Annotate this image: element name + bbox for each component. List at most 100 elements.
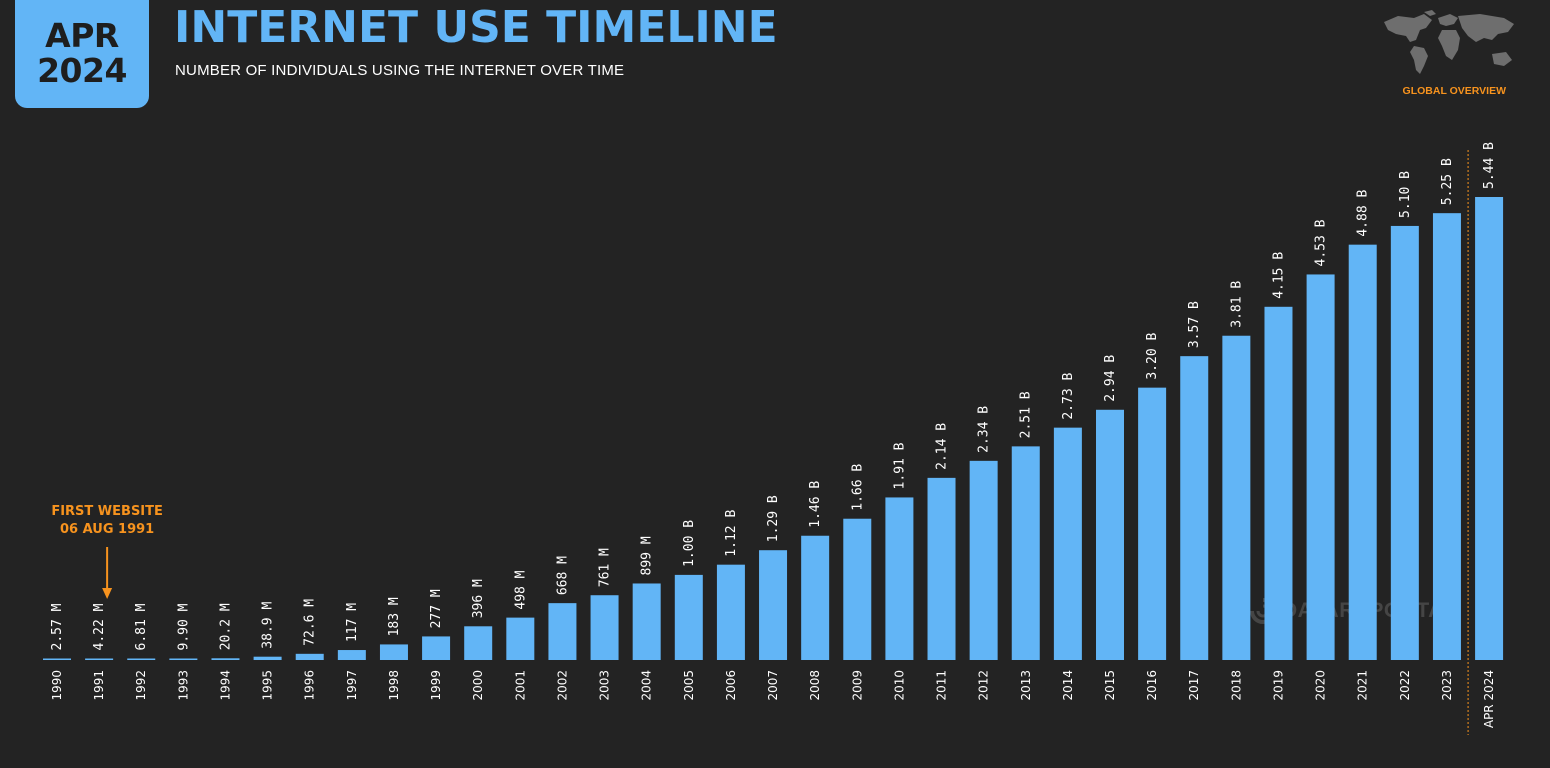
section-badge: GLOBAL OVERVIEW <box>1402 85 1506 97</box>
x-tick-label: 2010 <box>892 670 906 701</box>
x-tick-label: 2017 <box>1187 670 1201 701</box>
bar-value-label: 3.57 B <box>1187 301 1202 348</box>
bar-value-label: 4.53 B <box>1314 219 1329 266</box>
x-tick-label: 2011 <box>935 670 949 701</box>
bar-value-label: 668 M <box>555 556 570 595</box>
x-tick-label: 2020 <box>1314 670 1328 701</box>
bar-2014 <box>1053 427 1082 660</box>
x-tick-label: 1990 <box>50 670 64 701</box>
x-tick-label: 2008 <box>808 670 822 701</box>
bar-value-label: 6.81 M <box>134 603 149 650</box>
x-tick-label: 1996 <box>303 670 317 701</box>
bar-1999 <box>422 636 451 660</box>
x-tick-label: 1998 <box>387 670 401 701</box>
bar-value-label: 5.44 B <box>1482 142 1497 189</box>
bar-value-label: 72.6 M <box>303 599 318 646</box>
bar-value-label: 20.2 M <box>218 603 233 650</box>
bar-value-label: 498 M <box>513 570 528 609</box>
bar-1993 <box>169 658 198 660</box>
bars-group <box>43 197 1504 661</box>
x-tick-label: 2021 <box>1356 670 1370 701</box>
x-tick-label: 1994 <box>218 670 232 701</box>
bar-2018 <box>1222 335 1251 660</box>
world-map-icon <box>1384 10 1514 74</box>
bar-value-label: 1.91 B <box>892 442 907 489</box>
bar-value-label: 899 M <box>640 536 655 575</box>
annotation-line2: 06 AUG 1991 <box>60 522 154 537</box>
x-tick-label: 1997 <box>345 670 359 701</box>
bar-2011 <box>927 477 956 660</box>
x-tick-label: 2015 <box>1103 670 1117 701</box>
x-tick-label: 2003 <box>598 670 612 701</box>
bar-2009 <box>843 518 872 660</box>
annotation-arrow-head <box>102 588 113 599</box>
x-tick-label: 2013 <box>1019 670 1033 701</box>
bar-1994 <box>211 658 240 660</box>
bar-value-label: 2.14 B <box>935 423 950 470</box>
bar-2005 <box>674 574 703 660</box>
x-tick-label: 2002 <box>555 670 569 701</box>
bar-2017 <box>1180 356 1209 660</box>
bar-1990 <box>43 658 71 660</box>
bar-2001 <box>506 617 535 660</box>
x-tick-label: 2005 <box>682 670 696 701</box>
bar-2006 <box>716 564 745 660</box>
bar-1998 <box>379 644 408 660</box>
bar-2022 <box>1390 225 1419 660</box>
bar-1995 <box>253 656 282 660</box>
x-tick-label: 2006 <box>724 670 738 701</box>
bar-value-label: 4.22 M <box>92 603 107 650</box>
bar-value-label: 2.94 B <box>1103 355 1118 402</box>
bar-2003 <box>590 595 619 660</box>
page-subtitle: NUMBER OF INDIVIDUALS USING THE INTERNET… <box>175 62 625 79</box>
bar-2016 <box>1138 387 1167 660</box>
bar-2021 <box>1348 244 1377 661</box>
bar-value-label: 2.57 M <box>50 603 65 650</box>
bar-2010 <box>885 497 914 660</box>
x-tick-label: 2014 <box>1061 670 1075 701</box>
date-badge-year: 2024 <box>37 51 127 90</box>
x-tick-label: 2019 <box>1271 670 1285 701</box>
bar-2013 <box>1011 446 1040 660</box>
x-tick-label: 1995 <box>261 670 275 701</box>
x-tick-label: 1993 <box>176 670 190 701</box>
bar-2023 <box>1432 213 1461 660</box>
annotation-line1: FIRST WEBSITE <box>51 504 163 519</box>
x-tick-label: 2023 <box>1440 670 1454 701</box>
x-tick-label: 2004 <box>640 670 654 701</box>
bar-labels-group: 2.57 M 4.22 M 6.81 M 9.90 M 20.2 M 38.9 M 72.6… <box>50 142 1497 651</box>
x-tick-label: 2012 <box>977 670 991 701</box>
bar-value-label: 4.88 B <box>1356 190 1371 237</box>
bar-value-label: 396 M <box>471 579 486 618</box>
bar-2000 <box>464 626 493 660</box>
x-tick-label: 2022 <box>1398 670 1412 701</box>
bar-2008 <box>801 535 830 660</box>
x-tick-label: 1999 <box>429 670 443 701</box>
bar-value-label: 2.51 B <box>1019 391 1034 438</box>
bar-value-label: 1.46 B <box>808 481 823 528</box>
bar-2015 <box>1096 409 1124 660</box>
x-tick-label: 1992 <box>134 670 148 701</box>
bar-value-label: 3.81 B <box>1229 281 1244 328</box>
bar-value-label: 2.34 B <box>977 406 992 453</box>
bar-2002 <box>548 603 577 660</box>
x-tick-label: 2009 <box>850 670 864 701</box>
x-tick-label: 1991 <box>92 670 106 701</box>
x-tick-label: 2000 <box>471 670 485 701</box>
bar-value-label: 4.15 B <box>1271 252 1286 299</box>
bar-value-label: 9.90 M <box>176 603 191 650</box>
first-website-annotation: FIRST WEBSITE 06 AUG 1991 <box>51 504 163 599</box>
bar-value-label: 5.10 B <box>1398 171 1413 218</box>
bar-2007 <box>759 550 788 660</box>
bar-2004 <box>632 583 661 660</box>
x-tick-label: APR 2024 <box>1482 670 1496 728</box>
bar-2012 <box>969 460 998 660</box>
bar-value-label: 277 M <box>429 589 444 628</box>
bar-1996 <box>295 653 324 660</box>
bar-value-label: 38.9 M <box>261 602 276 649</box>
bar-value-label: 761 M <box>598 548 613 587</box>
bar-value-label: 1.00 B <box>682 520 697 567</box>
date-badge: APR 2024 <box>15 0 149 108</box>
x-tick-label: 2016 <box>1145 670 1159 701</box>
